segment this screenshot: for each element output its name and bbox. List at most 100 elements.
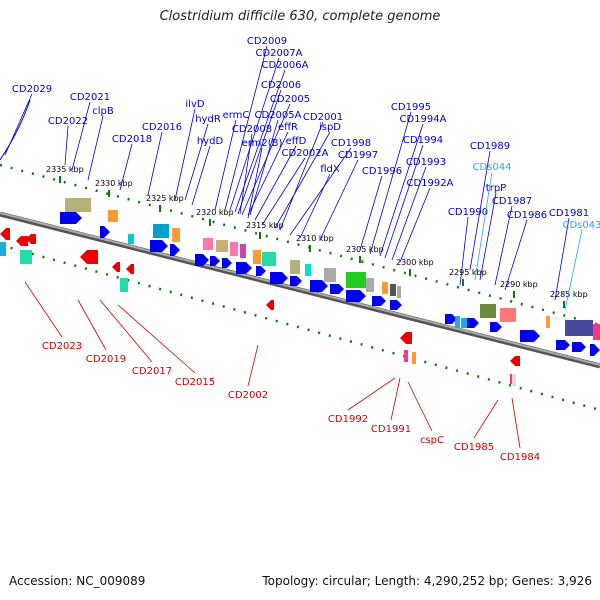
gene-label-cd2021-leader — [71, 101, 91, 171]
gene-label-effr-leader — [247, 131, 289, 216]
gene-label-trpp: trpP — [486, 183, 506, 194]
rna-label-cds044-leader — [474, 171, 493, 281]
rev-leader — [407, 381, 433, 432]
misc-feature — [366, 278, 374, 292]
scale-label: 2330 kbp — [95, 179, 133, 188]
forward-gene — [60, 212, 82, 224]
forward-gene — [100, 226, 110, 238]
genome-summary: Topology: circular; Length: 4,290,252 bp… — [262, 574, 592, 588]
gene-label-ermc-leader — [214, 119, 237, 211]
rev-leader — [77, 299, 107, 351]
misc-feature — [20, 250, 32, 264]
gene-label-cd2005: CD2005 — [270, 94, 310, 105]
gene-label-hydr-leader — [184, 123, 209, 201]
gene-label-cd2002a-leader — [261, 157, 306, 226]
gene-label-cd1998: CD1998 — [331, 138, 371, 149]
gene-label-hydd: hydD — [197, 136, 224, 147]
misc-feature — [290, 260, 300, 274]
forward-gene — [330, 284, 344, 294]
misc-feature — [382, 282, 388, 294]
reverse-gene — [126, 264, 134, 274]
misc-feature — [565, 320, 593, 336]
gene-label-erm2(b)-leader — [247, 147, 263, 219]
misc-feature — [480, 304, 496, 318]
gene-label-cd2018-leader — [119, 143, 133, 191]
gene-label-cd1996: CD1996 — [362, 166, 402, 177]
reverse-gene — [266, 300, 274, 310]
gene-label-cd1986-leader — [504, 219, 528, 291]
misc-feature — [546, 316, 550, 328]
circular-arc — [0, 99, 31, 161]
gene-label-clpb: clpB — [92, 106, 114, 117]
rna-label-cds043-leader — [564, 229, 583, 311]
gene-label-cd2018: CD2018 — [112, 134, 152, 145]
gene-label-cd1985: CD1985 — [454, 442, 494, 453]
scale-label: 2320 kbp — [196, 208, 234, 217]
gene-label-trpp-leader — [479, 192, 497, 281]
gene-label-hydd-leader — [191, 145, 211, 206]
forward-gene — [465, 318, 479, 328]
gene-label-cspc: cspC — [420, 435, 444, 446]
gene-label-cd2008-leader — [239, 133, 253, 215]
forward-gene — [210, 256, 220, 266]
gene-label-cd1995: CD1995 — [391, 102, 431, 113]
forward-gene — [556, 340, 570, 350]
forward-gene — [150, 240, 168, 252]
misc-feature — [455, 316, 460, 328]
scale-label: 2285 kbp — [550, 290, 588, 299]
reverse-gene — [16, 236, 28, 246]
gene-label-cd1997: CD1997 — [338, 150, 378, 161]
misc-feature — [512, 374, 516, 386]
gene-label-cd2001: CD2001 — [303, 112, 343, 123]
gene-label-cd1990-leader — [459, 216, 469, 286]
gene-label-fldx-leader — [299, 173, 331, 239]
gene-label-cd2016-leader — [147, 131, 163, 196]
misc-feature — [397, 286, 401, 298]
gene-label-cd2009-leader — [224, 45, 268, 211]
gene-label-cd1994a-leader — [379, 123, 424, 257]
gene-label-cd1993: CD1993 — [406, 157, 446, 168]
misc-feature — [593, 324, 600, 340]
scale-label: 2300 kbp — [396, 258, 434, 267]
rev-leader — [117, 304, 196, 374]
scale-label: 2325 kbp — [146, 194, 184, 203]
gene-label-cd1993-leader — [391, 166, 427, 261]
forward-gene — [195, 254, 209, 266]
gene-label-cd2002: CD2002 — [228, 390, 268, 401]
misc-feature — [305, 264, 311, 276]
gene-label-cd2015: CD2015 — [175, 377, 215, 388]
misc-feature — [120, 278, 128, 292]
reverse-gene — [26, 234, 36, 244]
rev-leader — [99, 299, 153, 363]
gene-label-cd1981: CD1981 — [549, 208, 589, 219]
gene-label-cd1990: CD1990 — [448, 207, 488, 218]
reverse-gene — [0, 228, 10, 240]
misc-feature — [346, 272, 366, 288]
reverse-gene — [80, 250, 98, 264]
gene-label-cd2007a: CD2007A — [256, 48, 303, 59]
accession-text: Accession: NC_009089 — [9, 574, 146, 588]
misc-feature — [324, 268, 336, 282]
gene-label-cd1994-leader — [384, 144, 424, 259]
gene-label-ermc: ermC — [223, 110, 250, 121]
gene-label-fldx: fldX — [320, 164, 340, 175]
scale-label: 2315 kbp — [246, 221, 284, 230]
gene-label-cd1986: CD1986 — [507, 210, 547, 221]
misc-feature — [230, 242, 238, 256]
gene-label-cd2001-leader — [279, 121, 324, 231]
genome-backbone — [0, 211, 600, 369]
rev-leader — [247, 344, 259, 387]
gene-label-cd1997-leader — [319, 159, 359, 241]
gene-label-effd: effD — [286, 136, 307, 147]
forward-gene — [445, 314, 457, 324]
gene-label-erm2(b): erm2(B) — [242, 138, 283, 149]
misc-feature — [108, 210, 118, 222]
rev-leader — [390, 377, 401, 421]
gene-label-effr: effR — [278, 122, 298, 133]
misc-feature — [153, 224, 169, 238]
gene-label-ispd: ispD — [319, 122, 341, 133]
misc-feature — [253, 250, 261, 264]
gene-label-ilvd: ilvD — [185, 99, 204, 110]
